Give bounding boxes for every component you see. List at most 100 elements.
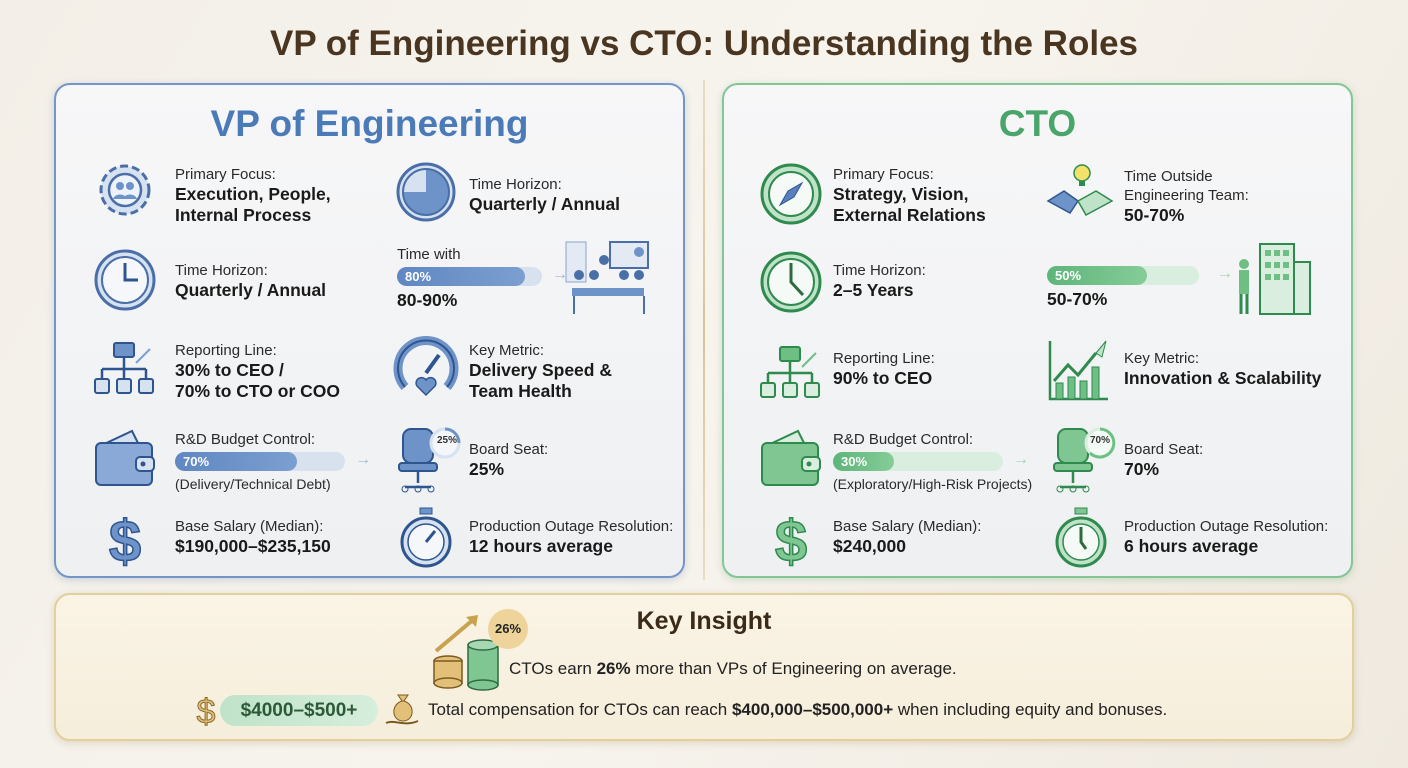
arrow-icon: → (552, 266, 568, 283)
stopwatch-icon (400, 507, 452, 568)
label: Time Horizon: (175, 262, 268, 279)
label: Key Metric: (469, 342, 545, 359)
value: Execution, People, (175, 184, 331, 204)
label: Reporting Line: (175, 342, 277, 359)
cto-outage-resolution: Production Outage Resolution: 6 hours av… (1124, 517, 1328, 557)
arrow-icon: → (1013, 451, 1029, 468)
board-chair-icon (398, 427, 461, 493)
coins-growth-icon (433, 615, 499, 691)
page-title: VP of Engineering vs CTO: Understanding … (270, 24, 1138, 63)
vp-primary-focus: Primary Focus: Execution, People, Intern… (175, 165, 331, 226)
key-insight-panel: Key Insight 26% CTOs earn 26% more than … (54, 593, 1354, 741)
value: 25% (469, 459, 505, 479)
label: Production Outage Resolution: (1124, 518, 1329, 535)
value: Strategy, Vision, (833, 184, 969, 204)
org-chart-icon (760, 346, 820, 398)
value: Delivery Speed & (469, 360, 612, 380)
pie-clock-icon (396, 162, 456, 222)
svg-text:$: $ (109, 509, 141, 571)
value: Team Health (469, 381, 572, 401)
value: $190,000–$235,150 (175, 536, 331, 556)
svg-text:$: $ (775, 509, 807, 571)
value: 50-70% (1047, 289, 1108, 309)
cto-key-metric: Key Metric: Innovation & Scalability (1124, 349, 1321, 389)
value: 2–5 Years (833, 280, 914, 300)
text: when including equity and bonuses. (893, 700, 1168, 719)
dollar-icon: $ (108, 508, 142, 571)
value: Innovation & Scalability (1124, 368, 1322, 388)
cto-title: CTO (998, 103, 1077, 144)
value: 30% to CEO / (175, 360, 284, 380)
value: 6 hours average (1124, 536, 1259, 556)
dollar-icon: $ (774, 508, 808, 571)
note: (Exploratory/High-Risk Projects) (833, 476, 1033, 492)
vp-time-with: Time with 80% → 80-90% (397, 245, 568, 311)
label: Production Outage Resolution: (469, 518, 674, 535)
vp-key-metric: Key Metric: Delivery Speed & Team Health (469, 341, 612, 402)
label: Primary Focus: (833, 166, 934, 183)
label: Primary Focus: (175, 166, 276, 183)
bar-fill: 80% (397, 267, 525, 286)
label: Time Outside (1124, 168, 1213, 185)
board-chair-icon (1053, 427, 1116, 493)
highlight: $400,000–$500,000+ (731, 700, 894, 719)
percent-badge: 26% (488, 609, 528, 649)
gauge-heart-icon (393, 335, 459, 397)
bar-fill: 70% (175, 452, 298, 471)
stopwatch-icon (1055, 507, 1107, 568)
cto-base-salary: Base Salary (Median): $240,000 (833, 517, 981, 557)
value: 12 hours average (469, 536, 613, 556)
svg-text:$: $ (197, 693, 216, 729)
vp-card: VP of Engineering Primary Focus: Executi… (54, 83, 685, 578)
wallet-icon (95, 429, 155, 486)
money-bag-icon (385, 694, 419, 725)
compensation-pill: $4000–$500+ (220, 695, 378, 726)
budget-progress-bar: 30% → (833, 451, 1029, 471)
budget-progress-bar: 70% → (175, 451, 371, 471)
cto-primary-focus: Primary Focus: Strategy, Vision, Externa… (833, 165, 986, 226)
label: Key Metric: (1124, 350, 1200, 367)
vp-budget-control: R&D Budget Control: 70% → (Delivery/Techn… (175, 430, 371, 493)
insight-line-1: CTOs earn 26% more than VPs of Engineeri… (509, 659, 957, 679)
highlight: 26% (596, 659, 631, 678)
cto-card: CTO Primary Focus: Strategy, Vision, Ext… (722, 83, 1353, 578)
value: 90% to CEO (833, 368, 933, 388)
cto-budget-control: R&D Budget Control: 30% → (Exploratory/Hi… (833, 430, 1032, 493)
vp-time-horizon: Time Horizon: Quarterly / Annual (175, 261, 326, 301)
label: R&D Budget Control: (833, 431, 974, 448)
team-meeting-icon (565, 241, 649, 314)
wallet-icon (761, 429, 821, 486)
cto-time-outside: Time Outside Engineering Team: 50-70% (1124, 167, 1249, 226)
bar-fill: 50% (1047, 266, 1148, 285)
value: 50-70% (1124, 205, 1185, 225)
label: R&D Budget Control: (175, 431, 316, 448)
growth-rocket-icon (1048, 340, 1108, 401)
value: External Relations (833, 205, 986, 225)
divider (703, 80, 705, 580)
label: Base Salary (Median): (833, 518, 982, 535)
text: CTOs earn (509, 659, 597, 678)
handshake-idea-icon (1046, 164, 1114, 217)
bar-fill: 30% (833, 452, 895, 471)
text: Total compensation for CTOs can reach (428, 700, 732, 719)
dollar-icon: $ (196, 693, 216, 729)
label: Time with (397, 246, 461, 263)
compass-icon (760, 163, 822, 225)
clock-icon (94, 249, 156, 311)
cto-external-time: 50% → 50-70% (1047, 263, 1233, 310)
value: Quarterly / Annual (469, 194, 621, 214)
value: 70% (1124, 459, 1160, 479)
building-person-icon (1239, 243, 1311, 315)
vp-reporting-line: Reporting Line: 30% to CEO / 70% to CTO … (175, 341, 340, 402)
text: more than VPs of Engineering on average. (630, 659, 957, 678)
value: $240,000 (833, 536, 906, 556)
insight-title: Key Insight (636, 607, 772, 635)
insight-line-2: Total compensation for CTOs can reach $4… (428, 700, 1167, 720)
external-time-progress-bar: 50% → (1047, 265, 1233, 285)
vp-title: VP of Engineering (210, 103, 529, 144)
org-chart-icon (94, 342, 154, 394)
vp-outage-resolution: Production Outage Resolution: 12 hours a… (469, 517, 673, 557)
value: Quarterly / Annual (175, 280, 327, 300)
cto-reporting-line: Reporting Line: 90% to CEO (833, 349, 935, 389)
vp-base-salary: Base Salary (Median): $190,000–$235,150 (175, 517, 331, 557)
